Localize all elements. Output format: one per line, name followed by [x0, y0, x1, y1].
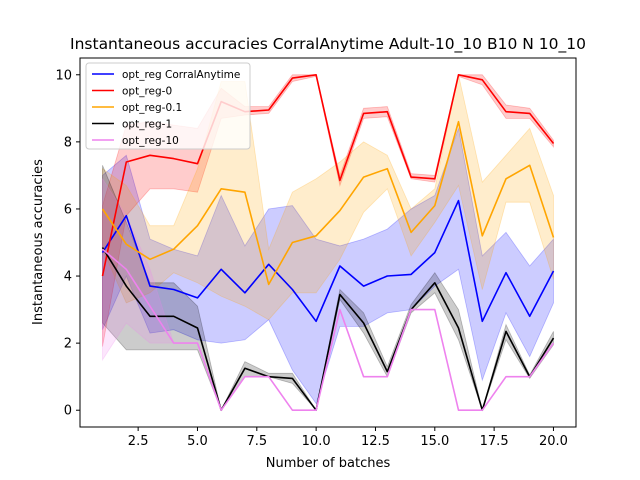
series-line-opt-reg-10	[101, 248, 555, 412]
legend: opt_reg CorralAnytime opt_reg-0 opt_reg-0.…	[85, 62, 251, 150]
y-tick-label: 10	[55, 68, 72, 83]
y-tick-label: 2	[64, 337, 72, 352]
legend-label-opt-reg-1: opt_reg-1	[122, 118, 172, 130]
y-tick-label: 0	[64, 404, 72, 419]
series-line-opt-reg-corralanytime	[101, 199, 555, 323]
y-axis-title: Instantaneous accuracies	[31, 159, 46, 325]
x-tick-label: 7.5	[246, 434, 267, 449]
x-tick-label: 10.0	[302, 434, 331, 449]
band-opt-reg-corralanytime	[102, 126, 554, 405]
series-line-opt-reg-0	[101, 74, 555, 277]
y-tick-label: 8	[64, 135, 72, 150]
x-axis-ticks: 2.5 5.0 7.5 10.0 12.5 15.0 17.5 20.0	[128, 427, 568, 449]
y-tick-label: 6	[64, 202, 72, 217]
legend-items: opt_reg CorralAnytime opt_reg-0 opt_reg-0.…	[92, 69, 240, 147]
chart-title: Instantaneous accuracies CorralAnytime A…	[70, 35, 586, 54]
legend-label-opt-reg-10: opt_reg-10	[122, 135, 179, 147]
x-tick-label: 12.5	[361, 434, 390, 449]
y-axis-ticks: 0 2 4 6 8 10	[55, 68, 80, 419]
legend-label-opt-reg-0: opt_reg-0	[122, 85, 172, 97]
x-tick-label: 5.0	[187, 434, 208, 449]
y-tick-label: 4	[64, 270, 72, 285]
legend-box	[85, 62, 251, 150]
series-line-opt-reg-1	[101, 247, 555, 412]
x-tick-label: 2.5	[128, 434, 149, 449]
plot-area-frame	[79, 57, 577, 428]
x-tick-label: 20.0	[539, 434, 568, 449]
legend-label-opt-reg-0-1: opt_reg-0.1	[122, 102, 182, 114]
series-lines	[101, 74, 555, 412]
series-line-opt-reg-0-1	[101, 120, 555, 286]
legend-label-opt-reg-corralanytime: opt_reg CorralAnytime	[122, 69, 240, 81]
x-axis-title: Number of batches	[266, 456, 391, 471]
x-tick-label: 15.0	[420, 434, 449, 449]
x-tick-label: 17.5	[480, 434, 509, 449]
